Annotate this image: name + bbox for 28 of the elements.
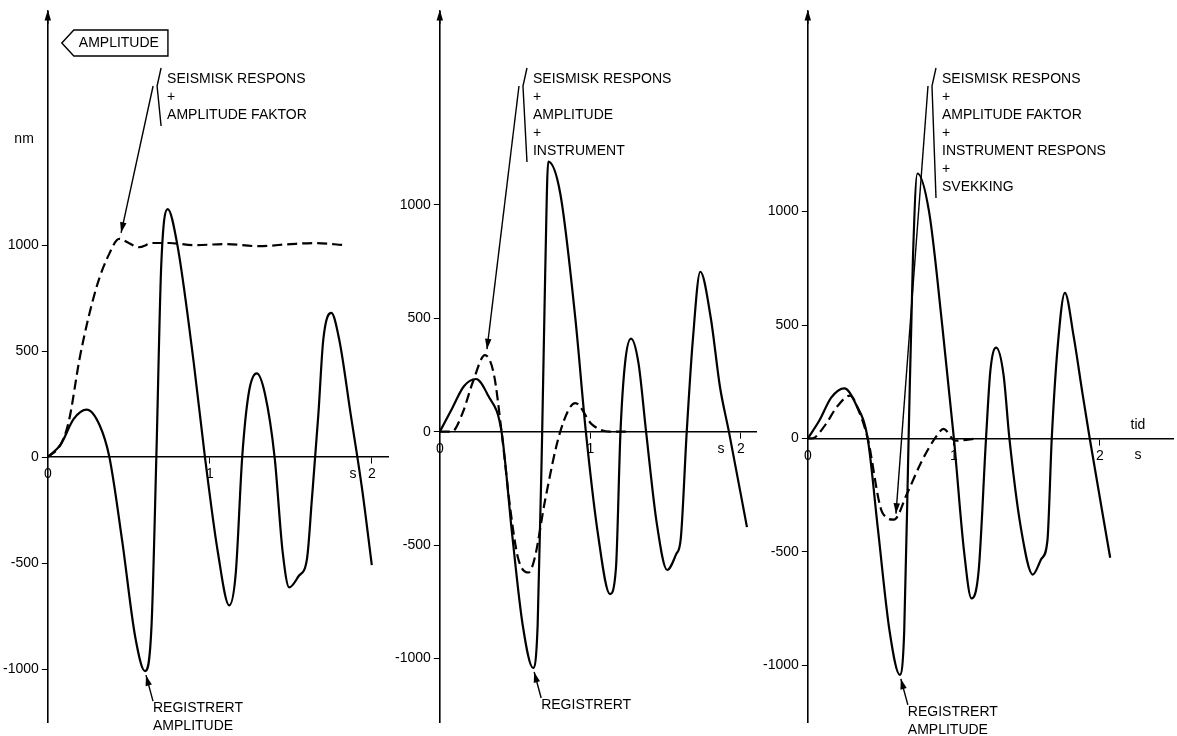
y-tick-label: 1000 [7,235,40,252]
x-axis-title: s [1134,446,1142,463]
annotation: tid [1130,416,1146,433]
x-tick-label: 2 [1096,446,1105,463]
y-tick-label: -1000 [2,659,40,676]
annotation: SEISMISK RESPONS + AMPLITUDE + INSTRUMENT [532,69,672,158]
y-tick-label: -1000 [762,656,800,673]
y-tick-label: -500 [770,542,800,559]
annotation: REGISTRERT AMPLITUDE [153,698,244,733]
x-axis-title: s [349,464,357,481]
annotation: SEISMISK RESPONS + AMPLITUDE FAKTOR [167,69,307,122]
y-tick-label: -500 [10,553,40,570]
y-tick-label: -1000 [394,649,432,666]
y-tick-label: 500 [775,315,800,332]
text: AMPLITUDE [78,33,159,50]
annotation: REGISTRERT AMPLITUDE [907,702,999,736]
x-tick-label: 2 [737,439,746,456]
y-axis-title: nm [14,129,34,146]
y-tick-label: 500 [15,341,40,358]
y-tick-label: 0 [423,422,432,439]
annotation: SEISMISK RESPONS + AMPLITUDE FAKTOR + INSTRUMENT RESPONS + SVEKKING [941,69,1106,194]
y-tick-label: -500 [402,535,432,552]
x-axis-title: s [717,439,725,456]
y-tick-label: 1000 [767,202,800,219]
annotation: REGISTRERT [541,695,632,712]
y-tick-label: 500 [407,309,432,326]
x-tick-label: 2 [367,465,376,482]
y-tick-label: 1000 [399,195,432,212]
